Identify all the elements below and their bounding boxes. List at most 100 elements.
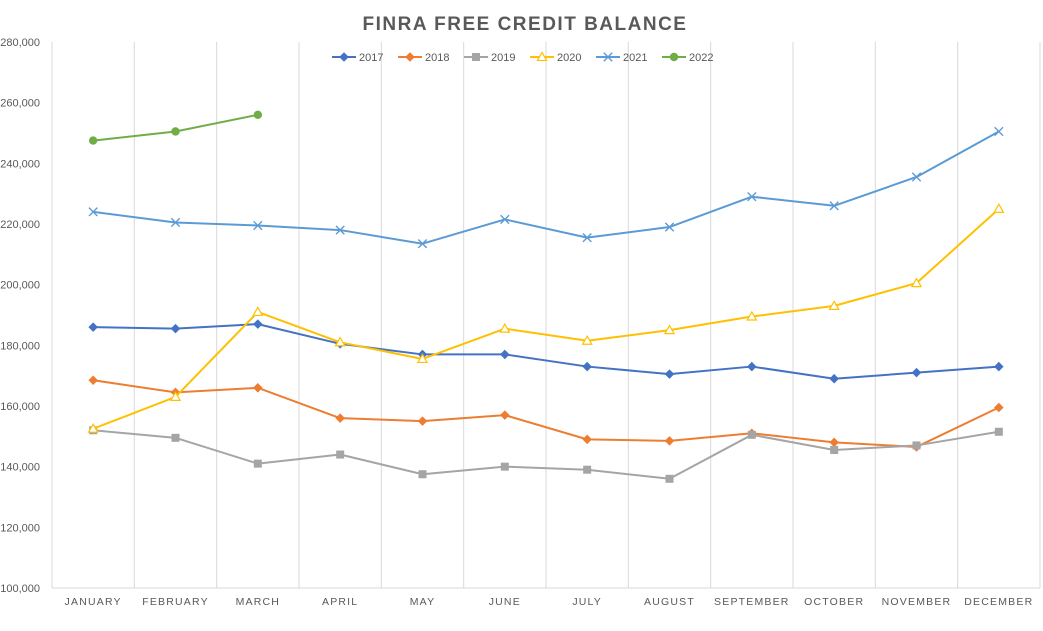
data-point-2017 [829,373,839,384]
data-point-2021 [417,239,428,249]
legend-label: 2017 [359,52,383,64]
data-point-2020 [663,324,676,335]
data-point-2019 [171,433,180,442]
marker-stroke [603,52,613,62]
data-point-2018 [88,375,98,385]
legend-item-2018: 2018 [398,52,449,64]
data-point-2018 [829,437,839,448]
y-tick-label: 280,000 [0,37,40,49]
x-tick-label: NOVEMBER [882,596,952,608]
y-tick-label: 100,000 [0,583,40,595]
data-point-2021 [664,222,675,232]
y-tick-label: 160,000 [0,401,40,413]
data-point-2021 [170,217,181,228]
marker-stroke [500,214,510,225]
legend-marker [669,52,679,62]
data-point-2017 [911,367,922,378]
marker-stroke [335,225,345,235]
data-point-2019 [994,427,1003,436]
marker-stroke [88,207,98,217]
legend-label: 2022 [689,52,713,64]
data-point-2017 [664,369,675,379]
grid-lines [51,42,1041,588]
legend-item-2017: 2017 [332,52,383,64]
legend: 2017 2018 2019 2020 2021 2022 [332,51,713,64]
y-tick-label: 180,000 [0,340,40,352]
data-point-2018 [335,413,345,423]
series-line-2020 [92,208,1000,430]
data-point-2018 [253,383,263,393]
data-point-2017 [500,349,510,360]
x-tick-label: APRIL [322,596,358,608]
data-point-2018 [417,416,428,426]
series-group [87,110,1005,483]
data-point-2022 [88,136,98,145]
data-point-2019 [830,445,839,454]
y-tick-label: 140,000 [0,462,40,474]
series-line-2018 [93,379,1000,448]
data-point-2019 [253,459,262,468]
data-point-2021 [88,207,98,217]
data-point-2017 [170,323,181,334]
data-point-2021 [994,126,1004,137]
data-point-2021 [253,220,263,231]
data-point-2020 [581,334,593,345]
data-point-2021 [911,172,922,182]
legend-label: 2019 [491,52,515,64]
x-tick-label: JULY [572,596,602,608]
x-tick-label: JUNE [489,596,521,608]
data-point-2019 [500,462,509,471]
data-point-2021 [335,225,345,235]
x-tick-label: MAY [410,596,436,608]
x-tick-label: OCTOBER [804,596,864,608]
data-point-2017 [582,361,592,372]
y-tick-label: 220,000 [0,219,40,231]
legend-item-2020: 2020 [530,51,581,64]
legend-marker [603,52,613,62]
series-line-2019 [93,429,999,480]
y-tick-label: 200,000 [0,280,40,292]
y-tick-label: 240,000 [0,158,40,170]
marker-stroke [253,220,263,231]
legend-label: 2021 [623,52,647,64]
legend-marker [536,51,548,62]
x-tick-label: AUGUST [644,596,695,608]
data-point-2019 [747,430,756,439]
series-2021 [88,126,1004,249]
legend-label: 2020 [557,52,581,64]
data-point-2020 [499,322,511,333]
data-point-2020 [910,277,923,288]
legend-marker [405,52,415,62]
data-point-2021 [500,214,510,225]
data-point-2018 [500,410,510,420]
x-tick-label: JANUARY [65,596,122,608]
series-2020 [87,203,1005,433]
data-point-2020 [252,306,264,317]
data-point-2017 [994,361,1004,372]
x-tick-label: FEBRUARY [142,596,209,608]
data-point-2019 [418,470,427,479]
data-point-2020 [993,203,1005,213]
marker-stroke [582,232,592,243]
legend-label: 2018 [425,52,449,64]
data-point-2021 [829,201,839,211]
data-point-2019 [912,441,921,450]
x-tick-label: DECEMBER [964,596,1033,608]
data-point-2021 [582,232,592,243]
marker-stroke [747,192,757,202]
y-tick-label: 260,000 [0,98,40,110]
data-point-2020 [87,422,99,433]
marker-stroke [417,239,428,249]
data-point-2019 [583,465,592,474]
marker-stroke [664,222,675,232]
marker-stroke [170,217,181,228]
data-point-2020 [334,336,346,347]
chart-title: FINRA FREE CREDIT BALANCE [363,14,688,35]
data-point-2020 [169,391,182,401]
data-point-2017 [253,319,263,329]
data-point-2020 [746,310,758,321]
data-point-2018 [582,434,592,445]
data-point-2018 [664,436,675,446]
